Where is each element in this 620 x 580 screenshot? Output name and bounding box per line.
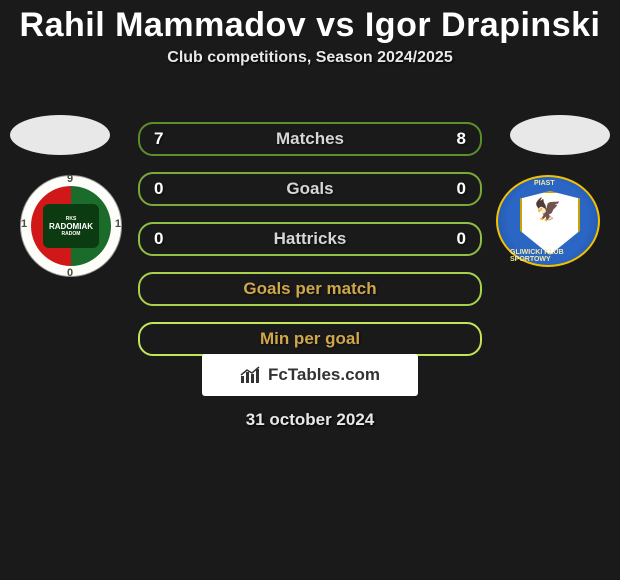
- player-avatar-left: [10, 115, 110, 155]
- club-left-banner: RKS RADOMIAK RADOM: [43, 204, 99, 248]
- club-right-ring-text: PIAST GLIWICKI KLUB SPORTOWY: [498, 177, 598, 265]
- stat-bar: 7 Matches 8: [138, 122, 482, 156]
- stat-label: Goals per match: [243, 279, 376, 299]
- page-title: Rahil Mammadov vs Igor Drapinski: [0, 0, 620, 45]
- stat-left-value: 7: [154, 129, 163, 149]
- club-left-num-bottom: 0: [67, 267, 73, 279]
- club-logo-right: 🦅 PIAST GLIWICKI KLUB SPORTOWY: [496, 175, 600, 267]
- club-right-text-bot: GLIWICKI KLUB SPORTOWY: [510, 249, 598, 263]
- stat-label: Matches: [276, 129, 344, 149]
- stat-label: Hattricks: [274, 229, 347, 249]
- club-left-num-top: 9: [67, 173, 73, 185]
- club-left-num-left: 1: [21, 218, 27, 230]
- stat-bar: 0 Goals 0: [138, 172, 482, 206]
- brand-badge: FcTables.com: [202, 354, 418, 396]
- brand-text: FcTables.com: [268, 365, 380, 385]
- player-avatar-right: [510, 115, 610, 155]
- page-subtitle: Club competitions, Season 2024/2025: [0, 49, 620, 67]
- club-left-text-bot: RADOM: [62, 231, 81, 237]
- stat-bars: 7 Matches 8 0 Goals 0 0 Hattricks 0 Goals per mat…: [138, 122, 482, 372]
- stat-left-value: 0: [154, 179, 163, 199]
- stat-bar: Min per goal: [138, 322, 482, 356]
- stat-bar: Goals per match: [138, 272, 482, 306]
- stat-right-value: 8: [457, 129, 466, 149]
- stat-label: Goals: [286, 179, 333, 199]
- stat-left-value: 0: [154, 229, 163, 249]
- club-left-text-main: RADOMIAK: [49, 222, 93, 231]
- brand-chart-icon: [240, 366, 262, 384]
- stat-right-value: 0: [457, 179, 466, 199]
- club-right-text-top: PIAST: [534, 180, 555, 187]
- stat-label: Min per goal: [260, 329, 360, 349]
- stat-bar: 0 Hattricks 0: [138, 222, 482, 256]
- club-logo-left: RKS RADOMIAK RADOM 9 1 1 0: [20, 175, 122, 277]
- club-left-num-right: 1: [115, 218, 121, 230]
- footer-date: 31 october 2024: [0, 410, 620, 430]
- stat-right-value: 0: [457, 229, 466, 249]
